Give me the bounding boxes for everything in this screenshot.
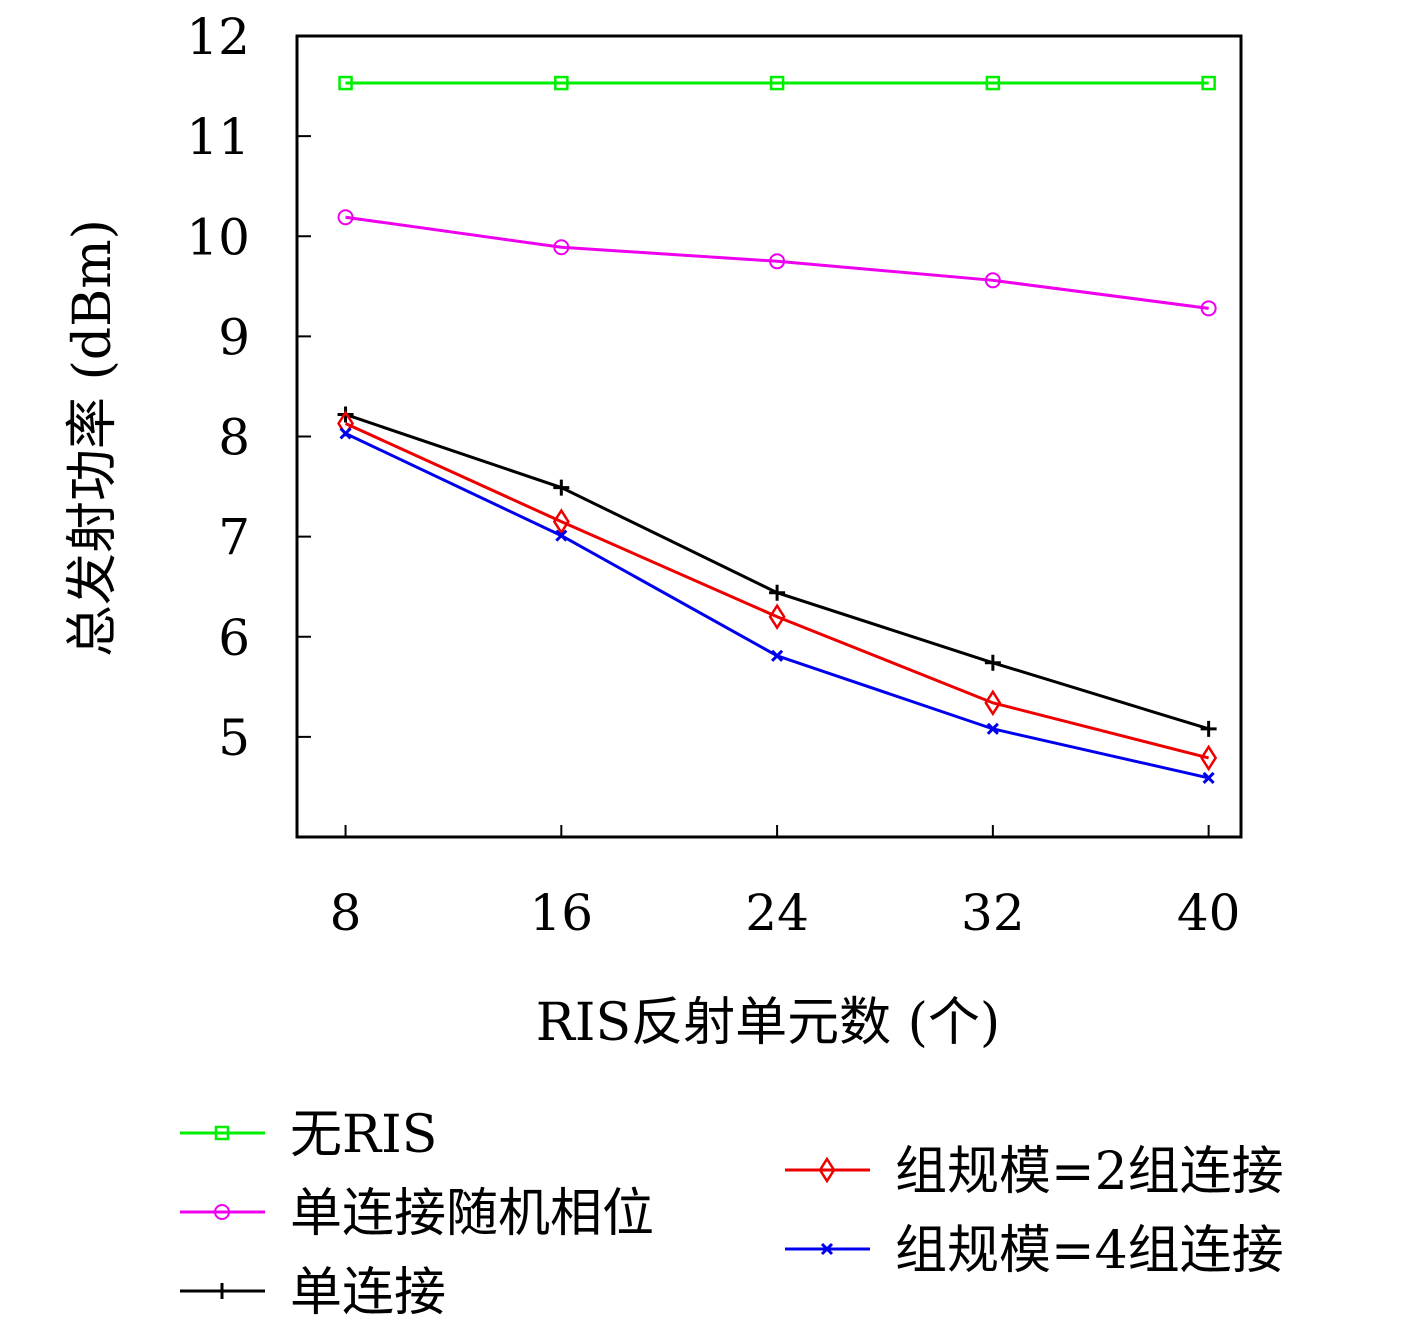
legend-label: 单连接随机相位 <box>290 1184 654 1244</box>
data-point <box>1202 771 1215 784</box>
data-point <box>984 654 1001 671</box>
data-point <box>1200 720 1217 737</box>
series-line <box>344 422 1210 760</box>
plot-frame <box>295 34 1243 839</box>
data-point <box>986 722 999 735</box>
y-tick-label: 5 <box>218 709 250 767</box>
data-point <box>984 272 1001 289</box>
data-point <box>771 649 784 662</box>
y-tick-label: 11 <box>186 108 250 166</box>
data-point <box>337 209 354 226</box>
x-tick-label: 40 <box>1177 884 1241 942</box>
data-point <box>1200 300 1217 317</box>
y-tick-label: 7 <box>218 509 250 567</box>
data-point <box>552 508 570 535</box>
legend-label: 无RIS <box>290 1105 437 1165</box>
legend-marker <box>214 1283 230 1299</box>
legend-label: 单连接 <box>290 1263 446 1323</box>
data-point <box>984 689 1002 717</box>
legend-item: 组规模=2组连接 <box>785 1142 1284 1202</box>
x-tick-label: 16 <box>530 884 594 942</box>
y-tick-label: 8 <box>218 409 250 467</box>
legend-item: 无RIS <box>180 1105 437 1165</box>
legend-item: 组规模=4组连接 <box>785 1221 1284 1281</box>
legend-marker <box>214 1204 230 1220</box>
x-axis-title: RIS反射单元数 (个) <box>536 993 1000 1053</box>
y-axis-title: 总发射功率 (dBm) <box>63 219 123 657</box>
data-point <box>555 529 568 542</box>
series-line <box>345 413 1210 731</box>
y-tick-label: 9 <box>218 308 250 366</box>
series-line <box>345 215 1209 310</box>
data-point <box>339 427 352 440</box>
plot-area <box>337 75 1218 784</box>
x-tick-label: 8 <box>330 884 362 942</box>
data-point <box>768 603 786 631</box>
legend-marker <box>818 1156 836 1184</box>
series-5 <box>339 427 1215 784</box>
series-3 <box>337 406 1217 737</box>
y-tick-label: 6 <box>218 609 250 667</box>
legend-label: 组规模=2组连接 <box>895 1142 1284 1202</box>
x-tick-label: 32 <box>961 884 1025 942</box>
y-tick-label: 10 <box>186 208 250 266</box>
legend-item: 单连接随机相位 <box>180 1184 654 1244</box>
data-point <box>1201 75 1216 91</box>
legend-marker <box>214 1125 230 1141</box>
x-tick-label: 24 <box>745 884 809 942</box>
data-point <box>769 253 786 270</box>
series-4 <box>337 410 1218 772</box>
legend-item: 单连接 <box>180 1263 446 1323</box>
series-1 <box>338 75 1216 91</box>
data-point <box>769 584 786 601</box>
data-point <box>1200 744 1218 772</box>
data-point <box>553 479 570 496</box>
legend-marker <box>820 1242 834 1256</box>
data-point <box>553 239 570 256</box>
axes: 8 16 24 32 40 5 6 7 8 9 10 11 12 <box>186 8 1243 942</box>
data-point <box>554 75 569 91</box>
y-tick-label: 12 <box>186 8 250 66</box>
data-point <box>985 75 1001 91</box>
legend-label: 组规模=4组连接 <box>895 1221 1284 1281</box>
data-point <box>769 75 785 91</box>
data-point <box>338 75 353 91</box>
series-2 <box>337 209 1217 317</box>
